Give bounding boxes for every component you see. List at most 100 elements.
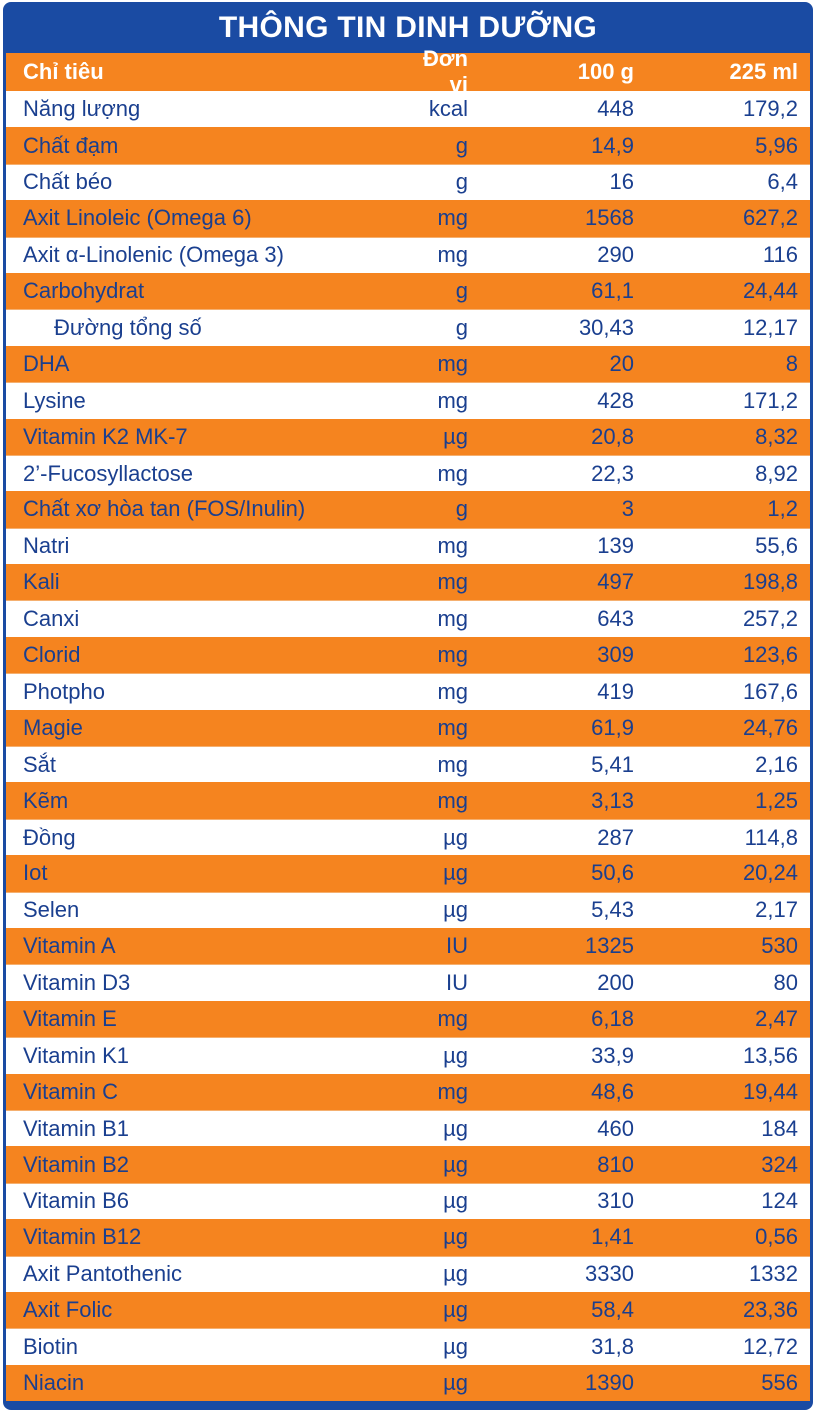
table-row: Sắt mg 5,41 2,16 — [6, 746, 810, 783]
table-row: Axit Linoleic (Omega 6) mg 1568 627,2 — [6, 200, 810, 237]
row-per-100g: 309 — [597, 642, 634, 668]
row-per-100g: 3 — [621, 496, 634, 522]
row-unit: µg — [443, 1333, 468, 1359]
row-per-225ml: 19,44 — [742, 1078, 798, 1104]
table-row: Axit α-Linolenic (Omega 3) mg 290 116 — [6, 236, 810, 273]
row-per-225ml: 2,47 — [755, 1005, 798, 1031]
table-row: Selen µg 5,43 2,17 — [6, 891, 810, 928]
row-name: Vitamin B12 — [23, 1224, 142, 1250]
row-name: Năng lượng — [23, 96, 141, 122]
row-unit: mg — [437, 642, 468, 668]
row-per-225ml: 184 — [761, 1115, 798, 1141]
row-name: Vitamin B6 — [23, 1188, 129, 1214]
table-row: Vitamin B1 µg 460 184 — [6, 1109, 810, 1147]
row-per-225ml: 123,6 — [742, 642, 798, 668]
row-per-100g: 310 — [597, 1188, 634, 1214]
row-name: Vitamin D3 — [23, 970, 131, 996]
row-unit: mg — [437, 569, 468, 595]
table-row: Chất béo g 16 6,4 — [6, 163, 810, 201]
row-per-225ml: 55,6 — [755, 533, 798, 559]
row-unit: µg — [443, 1261, 468, 1287]
row-per-225ml: 80 — [773, 970, 798, 996]
row-per-100g: 810 — [597, 1151, 634, 1177]
row-per-100g: 58,4 — [591, 1297, 634, 1323]
row-per-100g: 1390 — [585, 1369, 634, 1395]
table-row: Chất đạm g 14,9 5,96 — [6, 127, 810, 164]
row-name: Selen — [23, 897, 80, 923]
row-unit: mg — [437, 460, 468, 486]
row-unit: mg — [437, 751, 468, 777]
row-per-225ml: 167,6 — [742, 678, 798, 704]
row-per-100g: 1568 — [585, 205, 634, 231]
row-unit: µg — [443, 1224, 468, 1250]
row-per-225ml: 257,2 — [742, 606, 798, 632]
row-unit: mg — [437, 533, 468, 559]
row-unit: µg — [443, 1151, 468, 1177]
row-name: Vitamin A — [23, 933, 116, 959]
row-name: Natri — [23, 533, 70, 559]
row-unit: g — [455, 169, 468, 195]
table-row: Canxi mg 643 257,2 — [6, 600, 810, 637]
table-row: Magie mg 61,9 24,76 — [6, 709, 810, 747]
row-name: Đồng — [23, 824, 76, 850]
row-name: Photpho — [23, 678, 105, 704]
row-unit: mg — [437, 242, 468, 268]
row-unit: g — [455, 132, 468, 158]
row-name: DHA — [23, 350, 70, 376]
row-unit: µg — [443, 860, 468, 886]
row-per-225ml: 0,56 — [755, 1224, 798, 1250]
table-row: Niacin µg 1390 556 — [6, 1364, 810, 1402]
row-per-225ml: 171,2 — [742, 387, 798, 413]
row-name: Sắt — [23, 751, 57, 777]
row-per-100g: 428 — [597, 387, 634, 413]
row-per-100g: 1325 — [585, 933, 634, 959]
row-per-225ml: 8 — [785, 350, 798, 376]
row-per-100g: 287 — [597, 824, 634, 850]
row-per-225ml: 2,17 — [755, 897, 798, 923]
table-row: Biotin µg 31,8 12,72 — [6, 1328, 810, 1365]
row-unit: mg — [437, 606, 468, 632]
row-per-100g: 14,9 — [591, 132, 634, 158]
row-per-100g: 200 — [597, 970, 634, 996]
row-per-225ml: 124 — [761, 1188, 798, 1214]
row-per-100g: 5,41 — [591, 751, 634, 777]
table-row: Natri mg 139 55,6 — [6, 527, 810, 565]
table-row: Vitamin B12 µg 1,41 0,56 — [6, 1219, 810, 1256]
row-name: Axit Folic — [23, 1297, 113, 1323]
row-per-100g: 48,6 — [591, 1078, 634, 1104]
row-per-225ml: 116 — [762, 242, 798, 268]
row-name: Kẽm — [23, 787, 69, 813]
row-unit: mg — [437, 1005, 468, 1031]
row-per-225ml: 627,2 — [742, 205, 798, 231]
row-per-225ml: 12,72 — [742, 1333, 798, 1359]
table-row: Vitamin B2 µg 810 324 — [6, 1146, 810, 1183]
row-per-225ml: 24,44 — [742, 278, 798, 304]
table-row: Năng lượng kcal 448 179,2 — [6, 91, 810, 128]
table-row: Axit Pantothenic µg 3330 1332 — [6, 1255, 810, 1292]
row-per-100g: 16 — [609, 169, 634, 195]
table-row: Vitamin D3 IU 200 80 — [6, 964, 810, 1001]
nutrition-panel: THÔNG TIN DINH DƯỠNG Chỉ tiêu Đơn vị 100… — [3, 2, 813, 1410]
row-name: Axit Pantothenic — [23, 1261, 182, 1287]
row-unit: µg — [443, 897, 468, 923]
table-row: Chất xơ hòa tan (FOS/Inulin) g 3 1,2 — [6, 491, 810, 528]
row-name: Vitamin C — [23, 1078, 118, 1104]
table-row: Đồng µg 287 114,8 — [6, 818, 810, 856]
row-name: Chất béo — [23, 169, 113, 195]
row-name: Iot — [23, 860, 48, 886]
row-per-100g: 497 — [597, 569, 634, 595]
row-per-225ml: 2,16 — [755, 751, 798, 777]
table-row: Axit Folic µg 58,4 23,36 — [6, 1291, 810, 1329]
row-per-100g: 419 — [597, 678, 634, 704]
row-per-100g: 20 — [609, 350, 634, 376]
table-row: 2’-Fucosyllactose mg 22,3 8,92 — [6, 454, 810, 492]
row-name: Đường tổng số — [54, 315, 202, 341]
row-per-225ml: 1,25 — [755, 787, 798, 813]
row-name: Vitamin K1 — [23, 1042, 129, 1068]
row-unit: mg — [437, 1078, 468, 1104]
row-per-100g: 448 — [597, 96, 634, 122]
row-per-225ml: 1,2 — [767, 496, 798, 522]
row-name: Niacin — [23, 1369, 85, 1395]
header-unit: Đơn vị — [423, 46, 468, 97]
row-unit: mg — [437, 678, 468, 704]
